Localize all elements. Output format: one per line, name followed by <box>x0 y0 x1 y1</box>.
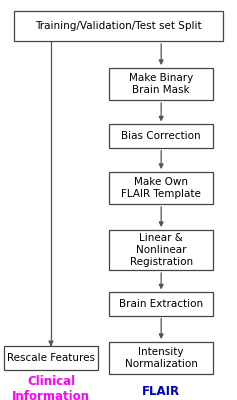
Text: Intensity
Normalization: Intensity Normalization <box>125 347 198 369</box>
Text: Linear &
Nonlinear
Registration: Linear & Nonlinear Registration <box>130 234 193 266</box>
Text: Bias Correction: Bias Correction <box>121 131 201 141</box>
Text: Brain Extraction: Brain Extraction <box>119 299 203 309</box>
FancyBboxPatch shape <box>109 292 213 316</box>
Text: FLAIR: FLAIR <box>142 385 180 398</box>
FancyBboxPatch shape <box>4 346 98 370</box>
FancyBboxPatch shape <box>109 68 213 100</box>
FancyBboxPatch shape <box>109 342 213 374</box>
FancyBboxPatch shape <box>109 172 213 204</box>
Text: Make Own
FLAIR Template: Make Own FLAIR Template <box>121 177 201 199</box>
Text: Rescale Features: Rescale Features <box>7 353 95 363</box>
Text: Clinical
Information: Clinical Information <box>12 375 90 400</box>
FancyBboxPatch shape <box>109 230 213 270</box>
FancyBboxPatch shape <box>14 11 223 41</box>
Text: Make Binary
Brain Mask: Make Binary Brain Mask <box>129 73 193 95</box>
FancyBboxPatch shape <box>109 124 213 148</box>
Text: Training/Validation/Test set Split: Training/Validation/Test set Split <box>35 21 202 31</box>
